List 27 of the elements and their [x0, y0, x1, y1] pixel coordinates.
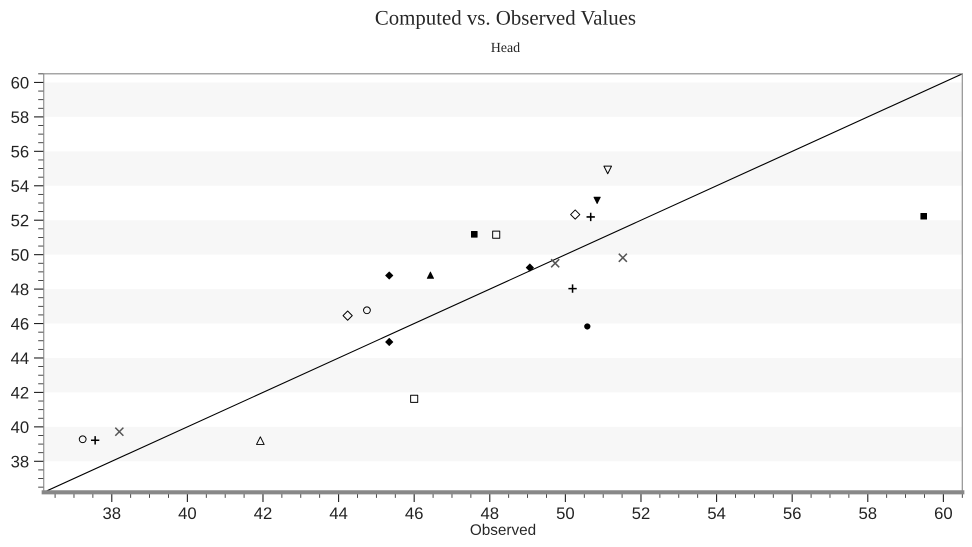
y-tick-label: 40: [11, 421, 29, 434]
x-tick-label: 48: [480, 507, 498, 520]
y-tick-label: 52: [11, 214, 28, 226]
x-tick-label: 40: [178, 507, 196, 520]
x-tick-label: 38: [103, 507, 120, 520]
y-tick-label: 60: [11, 76, 29, 89]
x-tick-label: 50: [556, 507, 574, 520]
x-tick-label: 58: [859, 507, 876, 520]
y-tick-label: 48: [11, 284, 28, 296]
x-tick-label: 42: [254, 507, 272, 519]
y-tick-label: 42: [11, 386, 28, 398]
x-tick-label: 44: [330, 507, 348, 519]
y-tick-label: 44: [11, 352, 29, 364]
x-tick-label: 60: [934, 507, 952, 520]
x-tick-label: 56: [784, 507, 801, 520]
chart-subtitle: Head: [491, 42, 520, 52]
y-tick-label: 58: [11, 111, 28, 124]
y-tick-label: 54: [11, 180, 29, 192]
y-tick-label: 38: [11, 456, 28, 468]
x-tick-label: 46: [405, 507, 423, 520]
x-tick-label: 52: [632, 507, 650, 520]
x-axis-title: Observed: [470, 524, 536, 536]
x-tick-label: 54: [708, 507, 726, 520]
chart-title: Computed vs. Observed Values: [376, 10, 636, 30]
y-tick-label: 56: [11, 146, 28, 158]
y-tick-label: 46: [11, 318, 28, 330]
y-tick-label: 50: [11, 249, 29, 261]
